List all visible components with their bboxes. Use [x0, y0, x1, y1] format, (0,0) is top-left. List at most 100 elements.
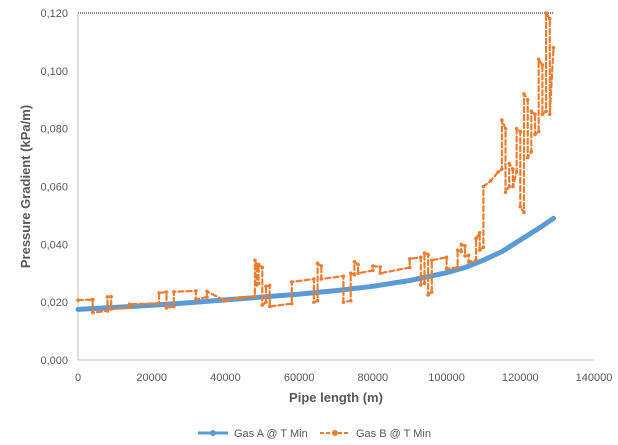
data-point — [525, 155, 530, 160]
data-point — [430, 290, 434, 294]
y-tick-label: 0,100 — [40, 66, 68, 78]
data-point — [540, 63, 545, 67]
data-point — [551, 45, 556, 50]
data-point — [289, 280, 294, 284]
data-point — [455, 265, 460, 270]
data-point — [315, 261, 320, 265]
data-point — [312, 300, 316, 304]
data-point — [544, 109, 548, 114]
data-point — [105, 309, 110, 313]
x-tick-label: 120000 — [502, 372, 539, 384]
data-point — [481, 245, 486, 250]
data-point — [407, 265, 412, 270]
data-point — [426, 252, 430, 257]
data-point — [522, 92, 526, 96]
x-tick-labels: 0 20000 40000 60000 80000 100000 120000 140000 — [75, 372, 612, 384]
y-tick-label: 0,040 — [40, 239, 68, 251]
x-tick-label: 60000 — [284, 372, 315, 384]
data-point — [477, 248, 482, 252]
data-point — [430, 258, 434, 263]
data-point — [536, 57, 541, 62]
data-point — [319, 277, 324, 281]
x-tick-label: 140000 — [576, 372, 613, 384]
data-point — [547, 16, 552, 21]
data-point — [407, 256, 412, 261]
data-point — [256, 262, 261, 267]
data-point — [164, 306, 169, 310]
data-point — [348, 298, 353, 303]
data-point — [90, 297, 95, 302]
data-point — [466, 253, 471, 258]
data-point — [500, 118, 504, 122]
data-point — [253, 294, 257, 299]
data-point — [522, 210, 526, 215]
data-point — [378, 271, 383, 276]
data-point — [260, 303, 265, 307]
data-point — [529, 109, 534, 114]
legend-swatch-marker — [332, 430, 338, 436]
data-point — [341, 274, 346, 278]
data-point — [105, 295, 110, 299]
y-tick-label: 0,060 — [40, 182, 68, 194]
data-point — [444, 255, 449, 260]
data-point — [356, 262, 360, 267]
data-point — [289, 301, 294, 306]
data-point — [533, 112, 537, 117]
legend-label: Gas B @ T Min — [356, 428, 431, 440]
data-point — [459, 249, 464, 254]
data-point — [127, 305, 132, 310]
data-point — [518, 204, 523, 209]
data-point — [371, 268, 375, 273]
data-point — [205, 295, 209, 299]
y-axis-title: Pressure Gradient (kPa/m) — [18, 105, 33, 268]
x-tick-label: 80000 — [358, 372, 389, 384]
data-point — [378, 265, 383, 269]
data-point — [253, 258, 257, 263]
data-point — [172, 304, 176, 309]
data-point — [109, 307, 113, 311]
data-point — [172, 289, 176, 294]
data-point — [544, 11, 548, 15]
data-point — [315, 298, 320, 303]
data-point — [459, 242, 464, 247]
data-point — [109, 294, 113, 299]
y-tick-label: 0,000 — [40, 355, 68, 367]
data-point — [463, 243, 467, 248]
data-point — [518, 129, 523, 134]
data-point — [194, 289, 198, 293]
y-tick-label: 0,120 — [40, 8, 68, 20]
x-tick-label: 40000 — [210, 372, 241, 384]
data-point — [312, 277, 316, 281]
data-point — [514, 126, 519, 131]
data-point — [503, 190, 508, 195]
data-point — [444, 267, 449, 271]
data-point — [194, 297, 198, 302]
x-axis-title: Pipe length (m) — [289, 390, 383, 405]
data-point — [205, 289, 209, 294]
data-point — [223, 298, 228, 303]
data-point — [127, 302, 132, 306]
data-point — [529, 150, 534, 154]
series-line-gas-b — [76, 11, 555, 314]
data-point — [264, 300, 268, 304]
data-point — [422, 281, 427, 286]
data-point — [267, 304, 272, 309]
data-point — [422, 251, 427, 255]
data-point — [500, 167, 504, 171]
data-point — [477, 230, 482, 235]
data-point — [157, 291, 161, 295]
data-point — [511, 167, 515, 171]
data-point — [267, 283, 272, 288]
data-point — [525, 97, 530, 102]
data-point — [238, 296, 242, 300]
x-tick-label: 0 — [75, 372, 81, 384]
x-tick-label: 100000 — [428, 372, 465, 384]
data-point — [76, 298, 80, 302]
data-point — [496, 170, 500, 174]
data-point — [474, 258, 478, 263]
data-point — [352, 259, 357, 264]
data-point — [533, 132, 537, 137]
data-point — [540, 112, 545, 117]
data-point — [463, 254, 467, 258]
